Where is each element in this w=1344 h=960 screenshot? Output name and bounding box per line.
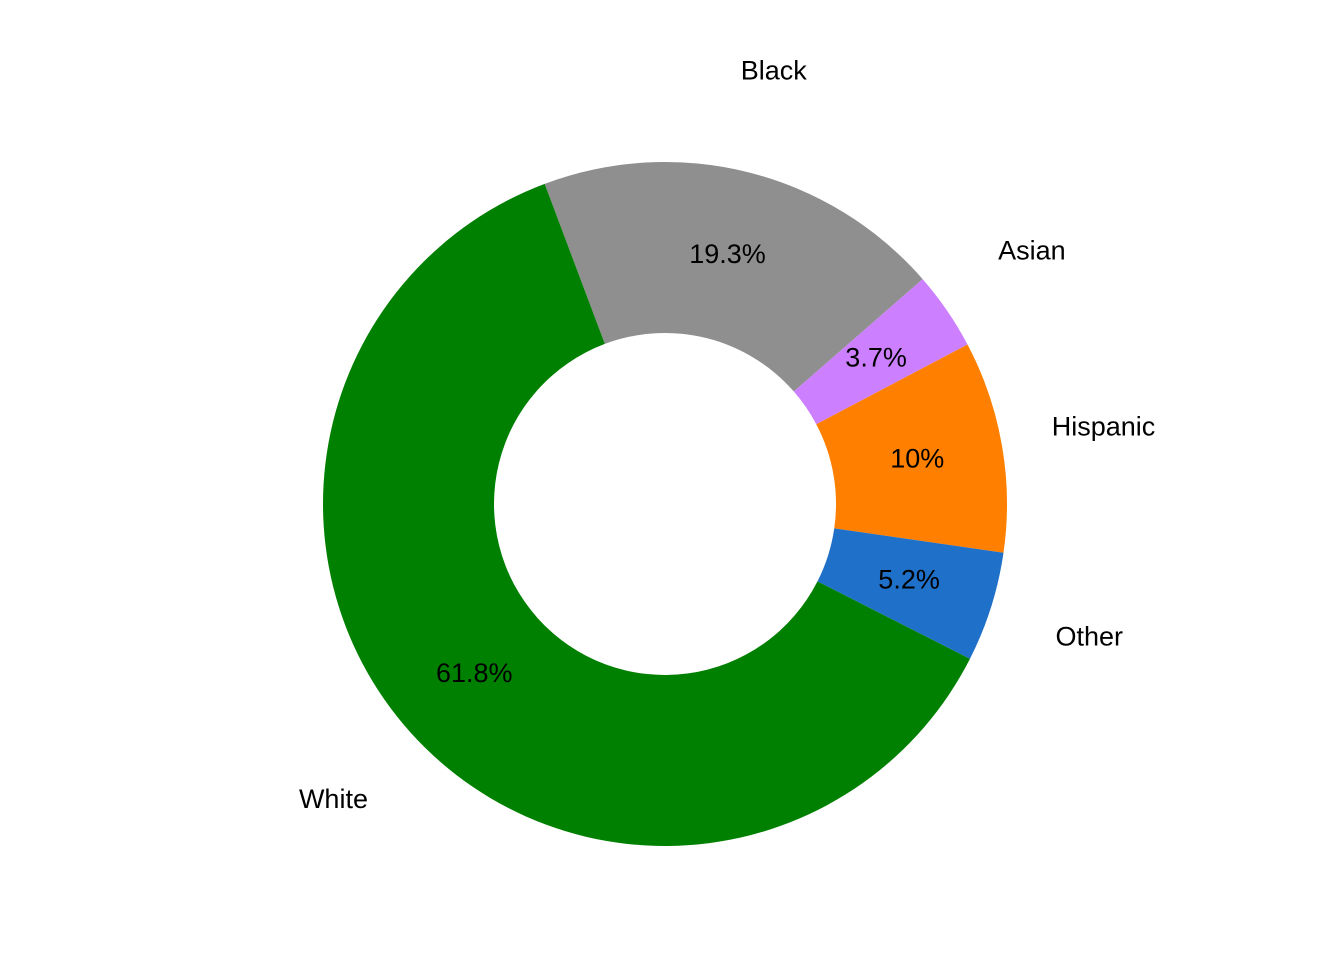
slice xyxy=(793,279,968,425)
category-label: Other xyxy=(1055,621,1123,651)
value-label: 19.3% xyxy=(689,239,766,269)
category-label: Asian xyxy=(998,235,1066,265)
value-label: 10% xyxy=(890,444,944,474)
slice xyxy=(544,162,923,392)
value-label: 3.7% xyxy=(845,342,907,372)
category-label: White xyxy=(299,784,368,814)
slice xyxy=(816,344,1007,553)
category-label: Black xyxy=(741,56,808,86)
value-label: 61.8% xyxy=(436,658,513,688)
value-label: 5.2% xyxy=(878,564,940,594)
category-label: Hispanic xyxy=(1052,411,1156,441)
slice xyxy=(323,183,970,846)
slice xyxy=(817,528,1004,659)
